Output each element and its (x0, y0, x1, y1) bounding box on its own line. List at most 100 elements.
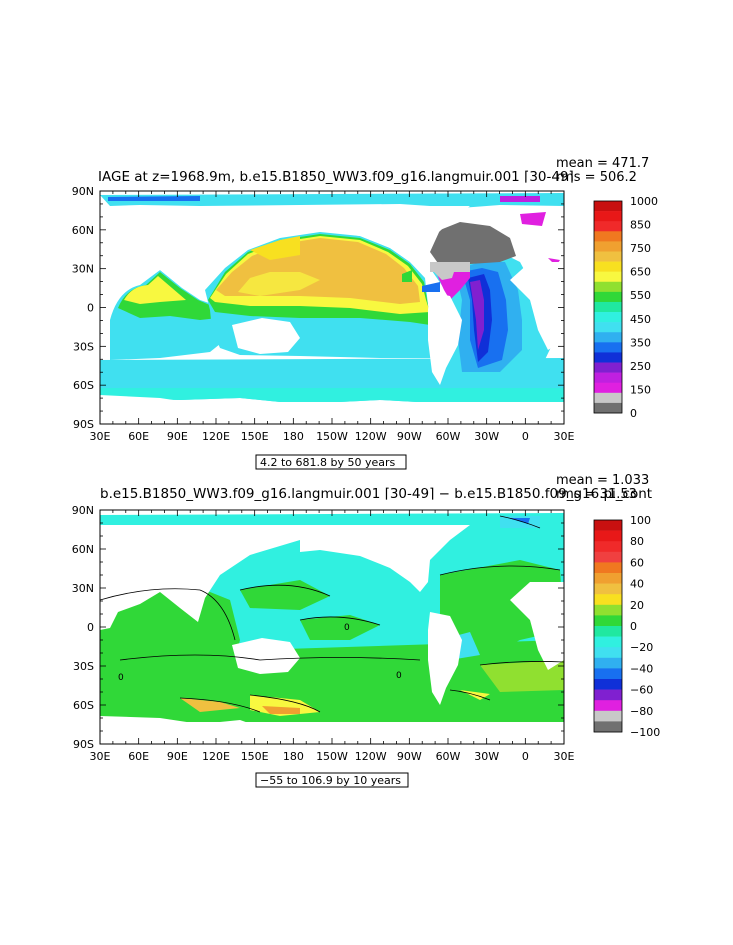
colorbar-label: 80 (630, 535, 644, 548)
colorbar-label: −40 (630, 662, 653, 675)
lon-label: 120E (202, 430, 230, 443)
colorbar-swatch (594, 241, 622, 252)
lat-label: 90S (73, 738, 94, 751)
colorbar-swatch (594, 647, 622, 659)
colorbar-swatch (594, 402, 622, 414)
colorbar-swatch (594, 657, 622, 669)
lat-label: 30N (72, 263, 94, 276)
land-australia (232, 318, 300, 354)
colorbar-swatch (594, 551, 622, 563)
land-north-america (300, 206, 470, 272)
colorbar-label: 150 (630, 383, 651, 396)
lon-label: 90E (167, 430, 188, 443)
land-africa (510, 262, 564, 350)
colorbar-label: 550 (630, 289, 651, 302)
panel-1-title: IAGE at z=1968.9m, b.e15.B1850_WW3.f09_g… (98, 169, 574, 185)
colorbar-swatch (594, 615, 622, 627)
colorbar-swatch (594, 689, 622, 701)
colorbar-swatch (594, 322, 622, 333)
lon-label: 30E (90, 430, 111, 443)
lon-label: 0 (522, 750, 529, 763)
lon-label: 90W (397, 430, 422, 443)
colorbar-label: 100 (630, 514, 651, 527)
lat-label: 90S (73, 418, 94, 431)
lon-label: 150E (241, 430, 269, 443)
lat-label: 0 (87, 621, 94, 634)
lon-label: 120W (355, 430, 387, 443)
colorbar-label: 0 (630, 407, 637, 420)
lon-label: 150W (316, 430, 348, 443)
colorbar-label: −100 (630, 726, 660, 739)
colorbar-swatch (594, 261, 622, 272)
panel-2-difference: b.e15.B1850_WW3.f09_g16.langmuir.001 ⌈30… (72, 473, 660, 788)
contour-lines (100, 515, 564, 713)
colorbar-swatch (594, 382, 622, 394)
panel-2-mean: mean = 1.033 (556, 473, 649, 488)
colorbar-label: 450 (630, 313, 651, 326)
colorbar-label: 20 (630, 599, 644, 612)
colorbar-swatch (594, 604, 622, 616)
land-south-america (428, 292, 462, 385)
lon-label: 30E (90, 750, 111, 763)
north-atlantic-grey (430, 222, 516, 266)
colorbar-swatch (594, 332, 622, 343)
colorbar-swatch (594, 362, 622, 373)
colorbar-swatch (594, 520, 622, 531)
colorbar-swatch (594, 231, 622, 242)
colorbar-swatch (594, 352, 622, 363)
contour-label-0-b: 0 (396, 671, 402, 681)
lat-label: 90N (72, 504, 94, 517)
lon-label: 30E (554, 750, 575, 763)
colorbar-swatch (594, 679, 622, 690)
lon-label: 180 (283, 430, 304, 443)
colorbar-swatch (594, 301, 622, 313)
lon-label: 0 (522, 430, 529, 443)
lon-label: 60W (436, 430, 461, 443)
colorbar-label: 350 (630, 336, 651, 349)
lon-label: 180 (283, 750, 304, 763)
colorbar-swatch (594, 392, 622, 404)
lat-label: 30S (73, 660, 94, 673)
lon-label: 30W (474, 750, 499, 763)
contour-label-0: 0 (118, 673, 124, 683)
lat-label: 60N (72, 224, 94, 237)
colorbar-label: 0 (630, 620, 637, 633)
lon-label: 150W (316, 750, 348, 763)
panel-2-colorbar: 100 80 60 40 20 0 −20 −40 −60 −80 −100 (593, 514, 660, 739)
colorbar-swatch (594, 583, 622, 595)
lon-label: 90W (397, 750, 422, 763)
lon-label: 30W (474, 430, 499, 443)
lon-label: 120E (202, 750, 230, 763)
colorbar-swatch (594, 372, 622, 384)
lat-label: 30S (73, 340, 94, 353)
panel-2-title: b.e15.B1850_WW3.f09_g16.langmuir.001 ⌈30… (100, 486, 652, 502)
colorbar-label: 850 (630, 219, 651, 232)
lon-label: 120W (355, 750, 387, 763)
panel-1-mean: mean = 471.7 (556, 156, 649, 171)
colorbar-label: 1000 (630, 195, 658, 208)
lon-label: 30E (554, 430, 575, 443)
colorbar-swatch (594, 573, 622, 584)
colorbar-label: 40 (630, 578, 644, 591)
lat-label: 60S (73, 379, 94, 392)
panel-1-age: IAGE at z=1968.9m, b.e15.B1850_WW3.f09_g… (72, 156, 658, 470)
colorbar-swatch (594, 710, 622, 722)
colorbar-label: 60 (630, 556, 644, 569)
lon-label: 60E (128, 750, 149, 763)
lon-label: 60E (128, 430, 149, 443)
colorbar-label: 750 (630, 242, 651, 255)
lat-label: 90N (72, 185, 94, 198)
colorbar-swatch (594, 562, 622, 574)
colorbar-swatch (594, 211, 622, 222)
colorbar-label: −80 (630, 705, 653, 718)
colorbar-swatch (594, 312, 622, 323)
colorbar-swatch (594, 541, 622, 553)
colorbar-label: 650 (630, 266, 651, 279)
panel-1-colorbar: 1000 850 750 650 550 450 350 250 150 0 (593, 195, 658, 420)
panel-2-map: 0 0 0 (100, 510, 564, 744)
panel-1-range-box (255, 454, 407, 470)
land-asia (100, 206, 300, 312)
colorbar-swatch (594, 201, 622, 212)
